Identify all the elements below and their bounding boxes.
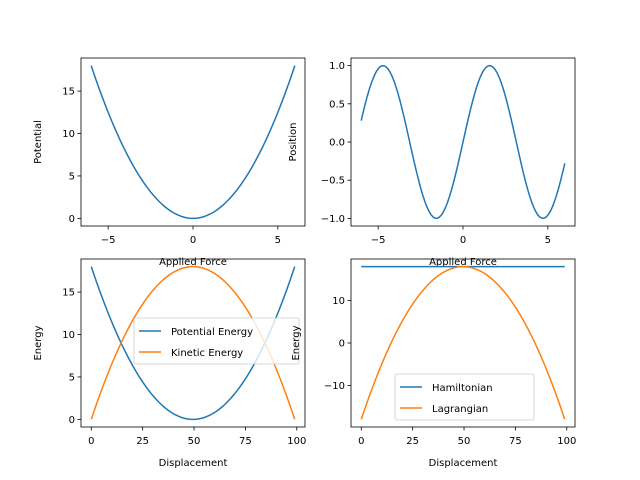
x-tick-label: 0 — [358, 436, 364, 447]
subplot-3: 0 25 50 75 100 0 5 10 15 Displacement Energy — [33, 258, 306, 469]
y-tick-label: 1.0 — [329, 61, 345, 72]
axes-frame — [80, 258, 306, 428]
y-tick-label: 5 — [69, 372, 75, 383]
x-axis-label: Applied Force — [159, 257, 227, 268]
y-tick-label: 5 — [69, 171, 75, 182]
axes-frame — [80, 57, 306, 227]
y-axis-label: Potential — [33, 120, 44, 164]
y-tick-label: 0 — [69, 415, 75, 426]
y-tick-label: 10 — [332, 296, 345, 307]
x-tick-label: 0 — [190, 235, 196, 246]
series-line-2 — [360, 265, 566, 420]
x-tick-label: 0 — [460, 235, 466, 246]
x-tick-label: 25 — [136, 436, 149, 447]
x-tick-label: 0 — [88, 436, 94, 447]
series-line-1 — [90, 65, 296, 220]
y-tick-label: −10 — [324, 381, 345, 392]
series-line-1 — [360, 64, 566, 220]
x-tick-label: 100 — [287, 436, 306, 447]
y-tick-label: 10 — [62, 129, 75, 140]
y-axis-label: Position — [288, 123, 299, 162]
y-tick-label: 0.5 — [329, 99, 345, 110]
y-tick-label: 0 — [339, 339, 345, 350]
y-tick-label: −0.5 — [321, 176, 345, 187]
x-axis-label: Applied Force — [429, 257, 497, 268]
y-tick-label: 15 — [62, 288, 75, 299]
x-tick-label: −5 — [371, 235, 386, 246]
x-tick-label: 100 — [557, 436, 576, 447]
legend-label: Hamiltonian — [432, 383, 493, 394]
x-tick-label: 25 — [406, 436, 419, 447]
x-axis-label: Displacement — [159, 458, 228, 469]
subplot-4: 0 25 50 75 100 −10 0 10 Displacement Energy — [291, 258, 576, 469]
y-axis-label: Energy — [291, 325, 302, 360]
x-tick-label: 50 — [458, 436, 471, 447]
y-tick-label: −1.0 — [321, 214, 345, 225]
y-axis-label: Energy — [33, 325, 44, 360]
legend-label: Lagrangian — [432, 404, 488, 415]
x-tick-label: 75 — [239, 436, 252, 447]
subplot-2: −5 0 5 −1.0 −0.5 0.0 0.5 1.0 Applied Force Positi… — [288, 57, 576, 268]
x-tick-label: 75 — [509, 436, 522, 447]
legend-box — [133, 317, 300, 365]
y-tick-label: 0.0 — [329, 138, 345, 149]
x-tick-label: 50 — [188, 436, 201, 447]
y-tick-label: 15 — [62, 87, 75, 98]
legend: Hamiltonian Lagrangian — [394, 373, 535, 421]
legend: Potential Energy Kinetic Energy — [133, 317, 300, 365]
y-tick-label: 10 — [62, 330, 75, 341]
legend-label: Potential Energy — [171, 327, 253, 338]
y-tick-label: 0 — [69, 214, 75, 225]
x-axis-label: Displacement — [429, 458, 498, 469]
subplot-1: −5 0 5 0 5 10 15 Applied Force Potential — [33, 57, 306, 268]
x-tick-label: 5 — [545, 235, 551, 246]
x-tick-label: −5 — [101, 235, 116, 246]
x-tick-label: 5 — [275, 235, 281, 246]
legend-box — [394, 373, 535, 421]
legend-label: Kinetic Energy — [171, 348, 243, 359]
